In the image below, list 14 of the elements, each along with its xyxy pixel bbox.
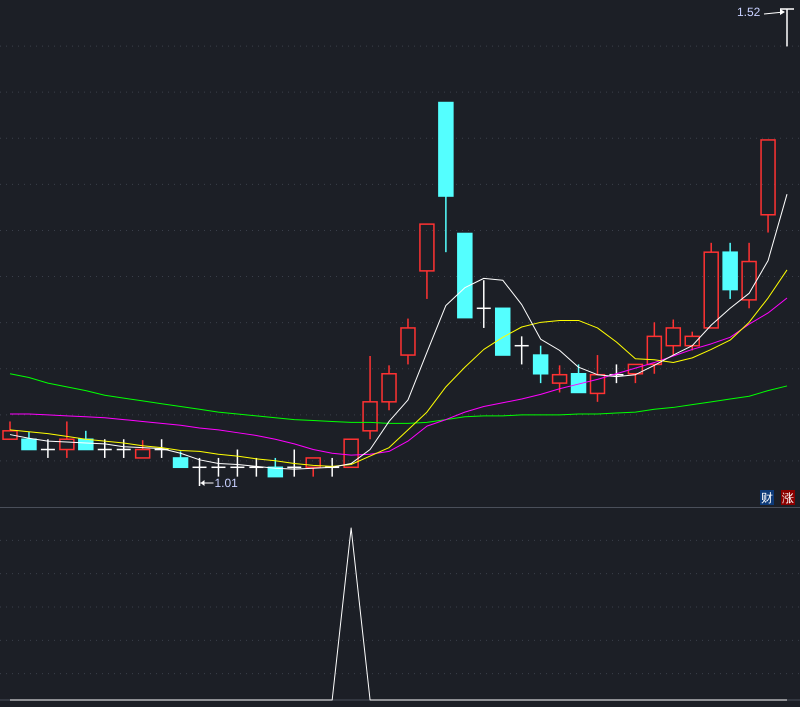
annotation: 1.52	[737, 5, 761, 20]
candlestick	[476, 279, 491, 329]
candlestick	[590, 354, 606, 403]
candlestick	[552, 364, 568, 394]
candlestick	[116, 438, 131, 459]
annotation: 1.01	[214, 476, 238, 490]
candlestick	[514, 336, 529, 366]
candlestick	[40, 438, 55, 459]
candlestick	[98, 438, 112, 459]
candlestick	[646, 322, 662, 375]
candlestick	[400, 318, 416, 366]
candlestick	[532, 344, 548, 384]
candlestick	[741, 242, 757, 310]
candlestick	[722, 242, 738, 300]
